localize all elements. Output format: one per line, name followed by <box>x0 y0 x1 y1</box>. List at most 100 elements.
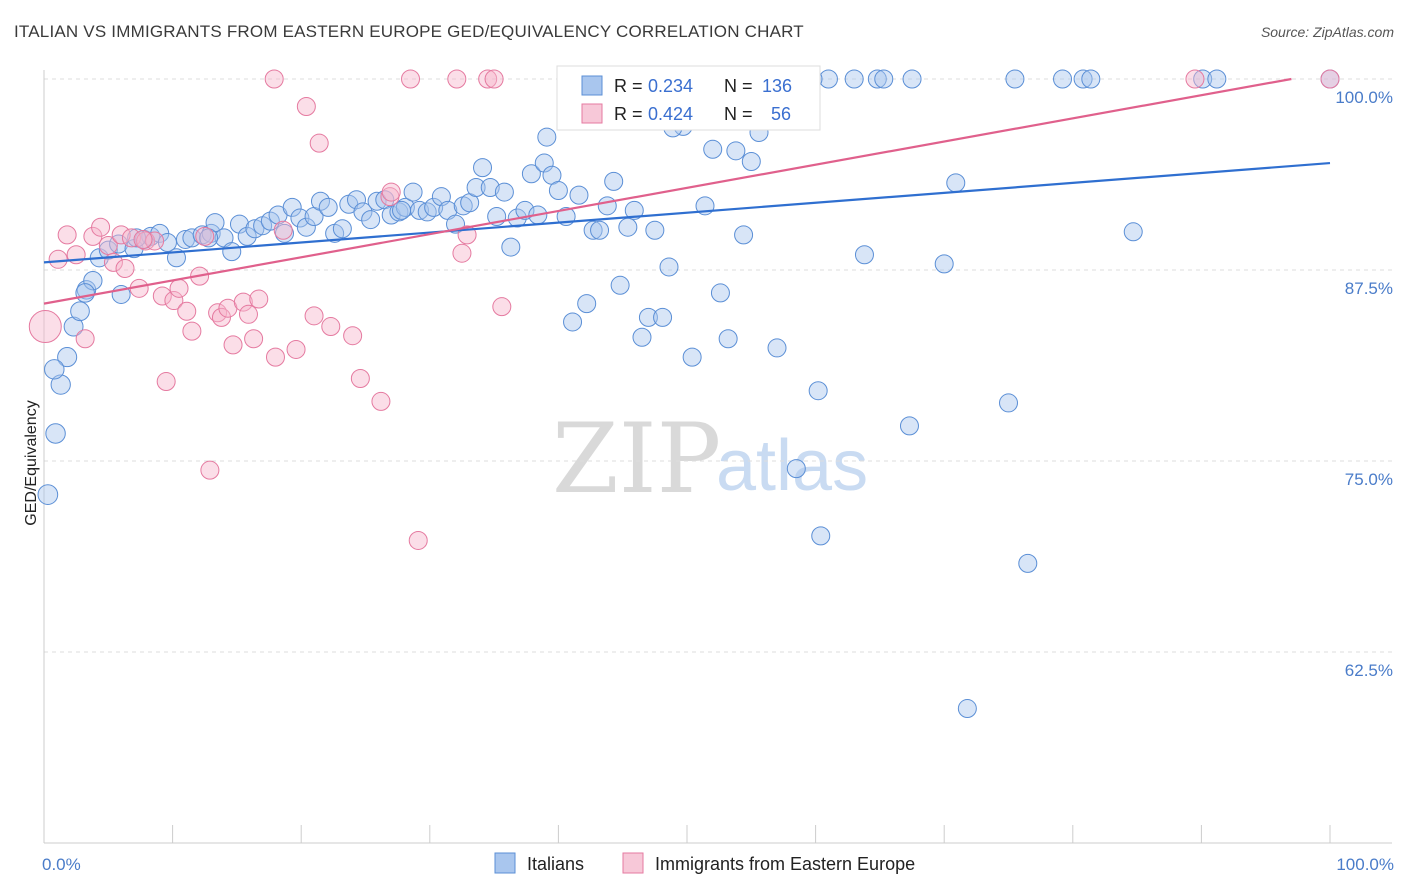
eastern-europe-point <box>447 69 467 89</box>
italians-point <box>260 211 280 231</box>
eastern-europe-point <box>200 460 220 480</box>
eastern-europe-point <box>152 286 172 306</box>
italians-point <box>282 197 302 217</box>
eastern-europe-r-label: R = <box>614 104 643 124</box>
eastern-europe-point <box>164 291 184 311</box>
eastern-europe-point <box>1320 69 1340 89</box>
eastern-europe-point <box>273 220 293 240</box>
trend-layer <box>43 77 1331 305</box>
italians-point <box>367 191 387 211</box>
italians-point <box>480 177 500 197</box>
eastern-europe-n-value: 56 <box>771 104 791 124</box>
italians-point <box>1018 553 1038 573</box>
italians-n-value: 136 <box>762 76 792 96</box>
italians-point <box>957 699 977 719</box>
italians-point <box>1123 222 1143 242</box>
eastern-europe-point <box>238 304 258 324</box>
italians-point <box>290 208 310 228</box>
italians-point <box>577 294 597 314</box>
italians-point <box>563 312 583 332</box>
eastern-europe-point <box>249 289 269 309</box>
eastern-europe-point <box>133 229 153 249</box>
legend-label-eastern-europe: Immigrants from Eastern Europe <box>655 854 915 874</box>
italians-point <box>934 254 954 274</box>
eastern-europe-point <box>452 243 472 263</box>
italians-point <box>353 202 373 222</box>
italians-point <box>310 191 330 211</box>
italians-point <box>590 220 610 240</box>
eastern-europe-point <box>343 326 363 346</box>
legend-swatch-italians <box>494 852 516 874</box>
chart-source: Source: ZipAtlas.com <box>1260 24 1394 40</box>
watermark-zip: ZIP <box>552 403 721 515</box>
stats-legend: R = 0.234 N = 136 R = 0.424 N = 56 <box>556 65 821 131</box>
x-tick-label-max: 100.0% <box>1336 855 1394 874</box>
eastern-europe-point <box>156 372 176 392</box>
italians-point <box>741 152 761 172</box>
italians-point <box>1207 69 1227 89</box>
eastern-europe-point <box>195 226 215 246</box>
italians-point <box>703 139 723 159</box>
eastern-europe-point <box>264 69 284 89</box>
italians-point <box>395 197 415 217</box>
italians-point <box>346 190 366 210</box>
legend-swatch-eastern-europe <box>622 852 644 874</box>
italians-point <box>811 526 831 546</box>
y-tick-label: 87.5% <box>1345 279 1393 298</box>
italians-point <box>734 225 754 245</box>
italians-r-label: R = <box>614 76 643 96</box>
y-tick-label: 100.0% <box>1335 88 1393 107</box>
eastern-europe-point <box>304 306 324 326</box>
italians-point <box>70 301 90 322</box>
italians-point <box>44 359 65 380</box>
x-tick-label-min: 0.0% <box>42 855 81 874</box>
eastern-europe-point <box>381 182 401 202</box>
eastern-europe-trend-line <box>43 77 1292 305</box>
eastern-europe-point <box>244 329 264 349</box>
italians-point <box>604 171 624 191</box>
italians-point <box>361 210 381 230</box>
eastern-europe-point <box>350 368 370 388</box>
italians-point <box>726 141 746 161</box>
eastern-europe-r-value: 0.424 <box>648 104 693 124</box>
eastern-europe-point <box>75 329 95 349</box>
italians-point <box>844 69 864 89</box>
eastern-europe-point <box>371 391 391 411</box>
italians-point <box>1053 69 1073 89</box>
italians-point <box>718 329 738 349</box>
y-tick-labels: 62.5% 75.0% 87.5% 100.0% <box>1335 88 1393 680</box>
italians-point <box>424 197 444 217</box>
eastern-europe-point <box>321 317 341 337</box>
eastern-europe-point <box>233 292 253 312</box>
eastern-europe-point <box>286 339 306 359</box>
y-axis-label: GED/Equivalency <box>23 400 40 525</box>
eastern-europe-point <box>211 307 231 327</box>
grid-layer <box>43 78 1392 843</box>
y-tick-label: 75.0% <box>1345 470 1393 489</box>
italians-point <box>534 153 554 173</box>
eastern-europe-point <box>309 133 329 153</box>
italians-point <box>638 307 658 327</box>
italians-point <box>808 381 828 401</box>
italians-point <box>854 245 874 265</box>
eastern-europe-point <box>91 217 111 237</box>
italians-point <box>98 240 118 260</box>
points-layer <box>28 69 1340 719</box>
eastern-europe-point <box>492 297 512 317</box>
italians-point <box>229 214 249 234</box>
legend-label-italians: Italians <box>527 854 584 874</box>
eastern-europe-point <box>223 335 243 355</box>
italians-point <box>222 242 242 262</box>
italians-point <box>618 217 638 237</box>
eastern-europe-point <box>28 310 62 344</box>
eastern-europe-point <box>48 249 68 269</box>
italians-point <box>45 423 66 444</box>
y-tick-label: 62.5% <box>1345 661 1393 680</box>
italians-point <box>515 200 535 220</box>
italians-point <box>597 196 617 216</box>
italians-point <box>767 338 787 358</box>
italians-trend-line <box>43 161 1331 264</box>
eastern-europe-point <box>111 225 131 245</box>
italians-point <box>274 223 294 243</box>
